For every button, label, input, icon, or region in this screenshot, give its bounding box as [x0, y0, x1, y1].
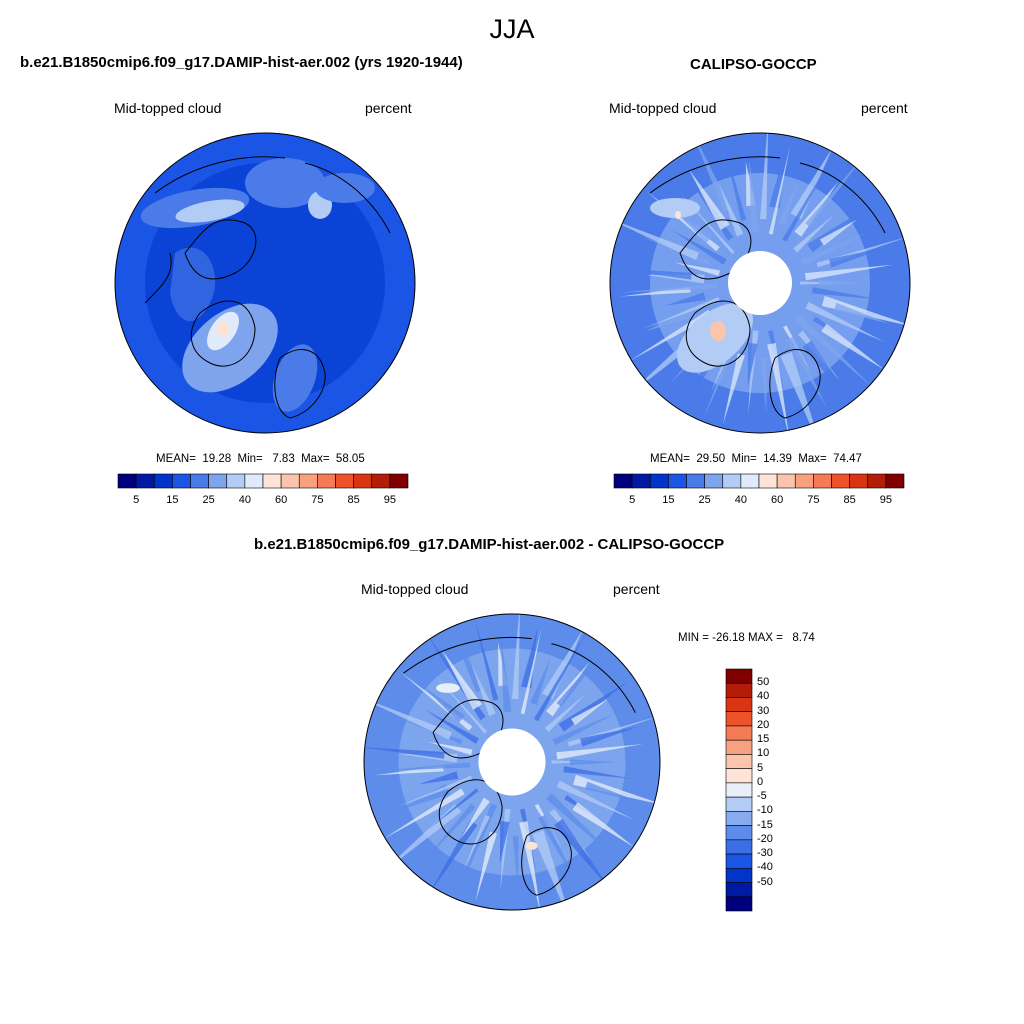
- colorbar-tick-label: -5: [757, 790, 767, 803]
- colorbar-tick-label: 40: [238, 494, 251, 506]
- colorbar-swatch: [226, 473, 246, 489]
- colorbar-swatch: [208, 473, 228, 489]
- colorbar-swatch: [849, 473, 869, 489]
- colorbar-swatch: [725, 839, 753, 855]
- colorbar-tick-label: 15: [662, 494, 675, 506]
- colorbar-tick-label: -20: [757, 832, 773, 845]
- colorbar-swatch: [725, 682, 753, 698]
- colorbar-swatch: [725, 811, 753, 826]
- panel2-colorbar: [613, 473, 905, 489]
- colorbar-tick-label: -15: [757, 818, 773, 831]
- colorbar-swatch: [371, 473, 391, 489]
- colorbar-tick-label: 40: [734, 494, 747, 506]
- colorbar-swatch: [831, 473, 850, 489]
- colorbar-swatch: [280, 473, 300, 489]
- panel2-units-label: percent: [861, 100, 908, 116]
- colorbar-swatch: [317, 473, 336, 489]
- panel3-polar-map: [363, 613, 661, 911]
- colorbar-tick-label: 95: [383, 494, 396, 506]
- colorbar-tick-label: 5: [133, 494, 140, 506]
- colorbar-swatch: [725, 882, 753, 898]
- panel1-title: b.e21.B1850cmip6.f09_g17.DAMIP-hist-aer.…: [20, 54, 463, 71]
- colorbar-tick-label: 10: [757, 747, 770, 760]
- colorbar-tick-label: -10: [757, 804, 773, 817]
- colorbar-swatch: [725, 796, 753, 812]
- colorbar-tick-label: 15: [166, 494, 179, 506]
- panel2-variable-label: Mid-topped cloud: [609, 100, 717, 116]
- colorbar-swatch: [725, 711, 753, 727]
- colorbar-swatch: [722, 473, 742, 489]
- colorbar-swatch: [298, 473, 318, 489]
- colorbar-swatch: [172, 473, 191, 489]
- colorbar-swatch: [153, 473, 173, 489]
- colorbar-swatch: [704, 473, 724, 489]
- colorbar-tick-label: 50: [757, 676, 770, 689]
- colorbar-swatch: [353, 473, 373, 489]
- colorbar-swatch: [885, 473, 905, 489]
- panel1-polar-map: [114, 132, 416, 434]
- panel1-stats: MEAN= 19.28 Min= 7.83 Max= 58.05: [156, 453, 365, 465]
- panel3-variable-label: Mid-topped cloud: [361, 581, 469, 597]
- colorbar-tick-label: 0: [757, 775, 764, 788]
- colorbar-swatch: [613, 473, 633, 489]
- colorbar-swatch: [389, 473, 409, 489]
- colorbar-swatch: [725, 725, 753, 741]
- colorbar-swatch: [725, 782, 753, 798]
- colorbar-tick-label: 60: [771, 494, 784, 506]
- colorbar-tick-label: 5: [629, 494, 636, 506]
- colorbar-swatch: [794, 473, 814, 489]
- colorbar-tick-label: 60: [275, 494, 288, 506]
- colorbar-tick-label: -50: [757, 875, 773, 888]
- colorbar-swatch: [631, 473, 651, 489]
- colorbar-swatch: [725, 768, 753, 784]
- colorbar-tick-label: 85: [843, 494, 856, 506]
- colorbar-swatch: [725, 896, 753, 912]
- colorbar-swatch: [867, 473, 887, 489]
- panel3-title: b.e21.B1850cmip6.f09_g17.DAMIP-hist-aer.…: [254, 536, 725, 553]
- colorbar-tick-label: -40: [757, 861, 773, 874]
- colorbar-swatch: [725, 853, 753, 869]
- colorbar-tick-label: 5: [757, 761, 764, 774]
- colorbar-tick-label: 95: [879, 494, 892, 506]
- panel1-units-label: percent: [365, 100, 412, 116]
- colorbar-swatch: [244, 473, 264, 489]
- colorbar-tick-label: 25: [698, 494, 711, 506]
- colorbar-swatch: [725, 867, 753, 883]
- panel3-units-label: percent: [613, 581, 660, 597]
- colorbar-tick-label: 85: [347, 494, 360, 506]
- colorbar-swatch: [649, 473, 669, 489]
- colorbar-tick-label: -30: [757, 847, 773, 860]
- colorbar-tick-label: 30: [757, 704, 770, 717]
- panel1-colorbar: [117, 473, 409, 489]
- colorbar-swatch: [262, 473, 282, 489]
- colorbar-swatch: [725, 825, 753, 841]
- colorbar-swatch: [190, 473, 209, 489]
- colorbar-tick-label: 75: [807, 494, 820, 506]
- colorbar-swatch: [725, 754, 753, 769]
- colorbar-swatch: [335, 473, 354, 489]
- colorbar-swatch: [758, 473, 778, 489]
- panel3-stats: MIN = -26.18 MAX = 8.74: [678, 632, 815, 644]
- colorbar-swatch: [686, 473, 705, 489]
- panel1-variable-label: Mid-topped cloud: [114, 100, 222, 116]
- figure-title: JJA: [489, 14, 535, 44]
- colorbar-tick-label: 75: [311, 494, 324, 506]
- colorbar-swatch: [725, 739, 753, 755]
- colorbar-swatch: [135, 473, 155, 489]
- colorbar-swatch: [740, 473, 760, 489]
- colorbar-swatch: [776, 473, 796, 489]
- colorbar-tick-label: 15: [757, 733, 770, 746]
- panel2-polar-map: [609, 132, 911, 434]
- panel3-colorbar: [725, 668, 753, 912]
- colorbar-swatch: [117, 473, 137, 489]
- colorbar-swatch: [725, 668, 753, 684]
- colorbar-tick-label: 25: [202, 494, 215, 506]
- colorbar-swatch: [813, 473, 832, 489]
- colorbar-tick-label: 20: [757, 718, 770, 731]
- colorbar-tick-label: 40: [757, 690, 770, 703]
- panel2-title: CALIPSO-GOCCP: [690, 56, 817, 73]
- colorbar-swatch: [725, 697, 753, 713]
- panel2-stats: MEAN= 29.50 Min= 14.39 Max= 74.47: [650, 453, 862, 465]
- colorbar-swatch: [668, 473, 687, 489]
